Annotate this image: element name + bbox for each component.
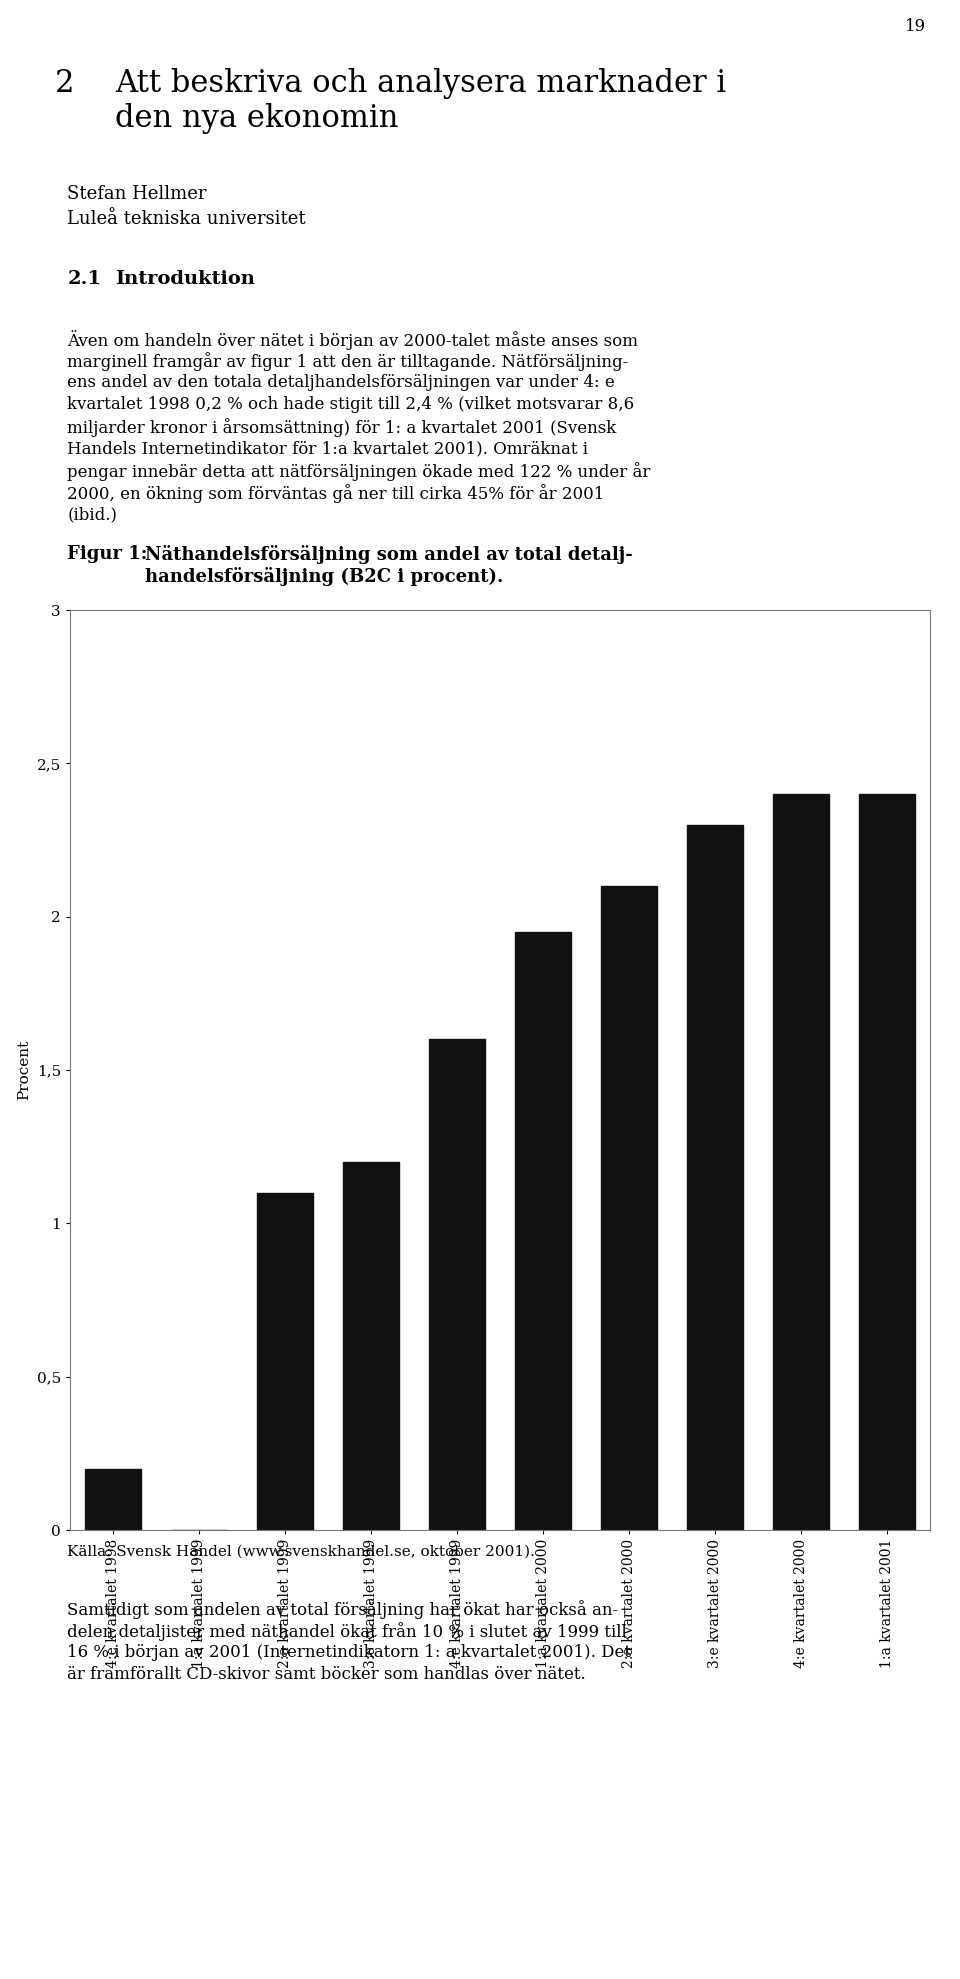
Text: Samtidigt som andelen av total försäljning har ökat har också an-: Samtidigt som andelen av total försäljni… (67, 1599, 618, 1619)
Bar (85, 1468, 141, 1530)
Bar (773, 794, 828, 1530)
Text: Luleå tekniska universitet: Luleå tekniska universitet (67, 210, 306, 228)
Text: Även om handeln över nätet i början av 2000-talet måste anses som: Även om handeln över nätet i början av 2… (67, 330, 638, 350)
Bar (859, 794, 915, 1530)
Text: 16 % i början av 2001 (Internetindikatorn 1: a kvartalet 2001). Det: 16 % i början av 2001 (Internetindikator… (67, 1645, 632, 1660)
Text: 2000, en ökning som förväntas gå ner till cirka 45% för år 2001: 2000, en ökning som förväntas gå ner til… (67, 485, 605, 503)
Text: 2.1: 2.1 (67, 269, 102, 289)
Text: Att beskriva och analysera marknader i: Att beskriva och analysera marknader i (115, 67, 727, 99)
Text: delen detaljister med näthandel ökat från 10 % i slutet av 1999 till: delen detaljister med näthandel ökat frå… (67, 1623, 627, 1641)
Text: marginell framgår av figur 1 att den är tilltagande. Nätförsäljning-: marginell framgår av figur 1 att den är … (67, 352, 629, 370)
Bar (429, 1039, 485, 1530)
Text: ens andel av den totala detaljhandelsförsäljningen var under 4: e: ens andel av den totala detaljhandelsför… (67, 374, 615, 392)
Bar (516, 932, 571, 1530)
Bar (343, 1162, 399, 1530)
Text: 19: 19 (905, 18, 926, 36)
Text: pengar innebär detta att nätförsäljningen ökade med 122 % under år: pengar innebär detta att nätförsäljninge… (67, 461, 651, 481)
Text: Figur 1:: Figur 1: (67, 544, 148, 562)
Text: den nya ekonomin: den nya ekonomin (115, 103, 398, 135)
Text: Stefan Hellmer: Stefan Hellmer (67, 184, 206, 204)
Text: Handels Internetindikator för 1:a kvartalet 2001). Omräknat i: Handels Internetindikator för 1:a kvarta… (67, 439, 588, 457)
Text: 2: 2 (55, 67, 75, 99)
Text: Näthandelsförsäljning som andel av total detalj-: Näthandelsförsäljning som andel av total… (145, 544, 633, 564)
Bar (601, 887, 657, 1530)
Bar (257, 1193, 313, 1530)
Text: miljarder kronor i årsomsättning) för 1: a kvartalet 2001 (Svensk: miljarder kronor i årsomsättning) för 1:… (67, 418, 616, 437)
Text: (ibid.): (ibid.) (67, 507, 117, 522)
Text: är framförallt CD-skivor samt böcker som handlas över nätet.: är framförallt CD-skivor samt böcker som… (67, 1666, 586, 1682)
Text: kvartalet 1998 0,2 % och hade stigit till 2,4 % (vilket motsvarar 8,6: kvartalet 1998 0,2 % och hade stigit til… (67, 396, 635, 414)
Y-axis label: Procent: Procent (17, 1039, 31, 1100)
Bar (687, 825, 743, 1530)
Text: Källa: Svensk Handel (www.svenskhandel.se, oktober 2001).: Källa: Svensk Handel (www.svenskhandel.s… (67, 1546, 535, 1559)
Text: handelsförsäljning (B2C i procent).: handelsförsäljning (B2C i procent). (145, 568, 503, 586)
Text: Introduktion: Introduktion (115, 269, 254, 289)
